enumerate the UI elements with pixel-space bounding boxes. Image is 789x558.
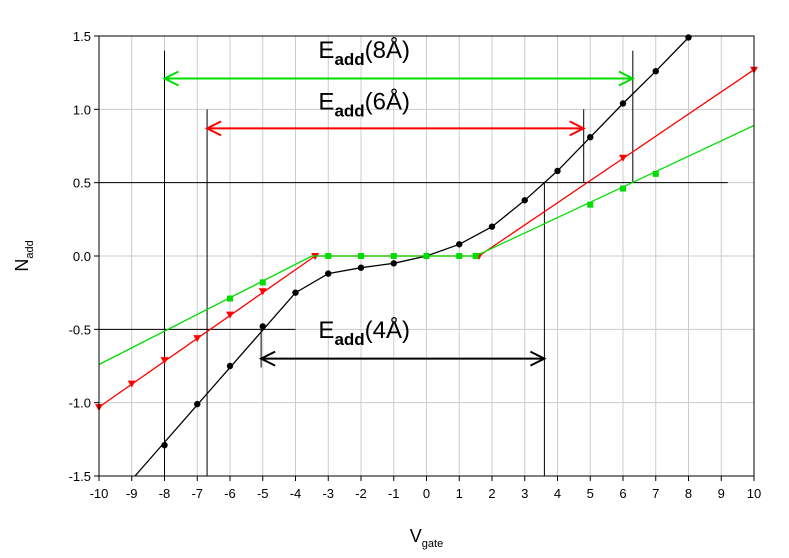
annotation-label-base: E: [318, 37, 334, 64]
x-tick-label: 4: [554, 486, 561, 501]
x-tick-label: 6: [619, 486, 626, 501]
y-tick-label: 1.5: [73, 29, 91, 44]
data-point: [488, 223, 496, 230]
arrow-head-right: [529, 350, 547, 367]
data-point: [652, 170, 659, 177]
x-tick-label: -7: [191, 486, 203, 501]
y-tick-label: -0.5: [69, 322, 91, 337]
x-tick-label: -4: [290, 486, 302, 501]
data-point: [587, 201, 594, 208]
x-axis-label: Vgate: [410, 526, 443, 550]
y-tick-label: 0.5: [73, 176, 91, 191]
data-point: [226, 362, 234, 370]
y-axis-label-base: N: [12, 259, 32, 272]
data-point: [227, 295, 233, 302]
x-tick-label: 5: [587, 486, 594, 501]
annotation-label-rest: (4Å): [365, 316, 410, 344]
y-tick-label: -1.0: [69, 396, 91, 411]
x-tick-label: 0: [423, 486, 430, 501]
y-tick-label: -1.5: [69, 469, 91, 484]
annotation-label-rest: (6Å): [365, 87, 410, 115]
tick-labels: -10 -9 -8 -7 -6 -5 -4 -3 -2 -1 0 1 2 3 4 5 6 7 8 9 10-1.5-1.…: [69, 29, 762, 501]
y-tick-label: 1.0: [73, 102, 91, 117]
data-point: [554, 167, 561, 175]
data-point: [652, 68, 659, 75]
data-point: [472, 253, 479, 259]
annotation-2: Eadd(4Å): [258, 316, 547, 367]
annotation-label: Eadd(4Å): [318, 316, 410, 349]
annotation-label-base: E: [318, 317, 334, 344]
x-axis-label-sub: gate: [422, 538, 443, 550]
data-point: [259, 279, 266, 286]
annotation-label: Eadd(8Å): [318, 36, 410, 69]
x-tick-label: 1: [456, 486, 463, 501]
reference-lines: [99, 50, 728, 476]
y-tick-label: 0.0: [73, 249, 91, 264]
x-tick-label: -6: [224, 486, 236, 501]
x-tick-label: 2: [488, 486, 495, 501]
data-point: [620, 185, 626, 192]
data-point: [423, 253, 430, 259]
x-tick-label: 9: [718, 486, 725, 501]
annotation-label-rest: (8Å): [365, 36, 410, 64]
arrow-head-right: [569, 120, 586, 137]
x-tick-label: -8: [159, 486, 171, 501]
annotation-0: Eadd(8Å): [162, 36, 636, 87]
data-point: [357, 264, 365, 271]
data-point: [259, 323, 266, 330]
data-point: [456, 253, 463, 259]
data-point: [127, 380, 136, 388]
data-point: [325, 253, 332, 259]
x-tick-label: 10: [747, 486, 761, 501]
y-axis-label: Nadd: [12, 240, 36, 271]
annotation-label-base: E: [318, 88, 334, 115]
arrow-head-left: [162, 70, 179, 87]
y-axis-label-sub: add: [24, 240, 36, 258]
series-0: [134, 34, 692, 477]
data-point: [390, 253, 397, 259]
data-point: [358, 253, 364, 259]
x-tick-label: 8: [685, 486, 692, 501]
x-tick-label: -5: [257, 486, 269, 501]
data-point: [619, 100, 627, 107]
data-point: [292, 289, 299, 296]
arrow-head-right: [618, 70, 636, 87]
data-point: [160, 357, 169, 365]
x-axis-label-base: V: [410, 526, 422, 546]
annotation-label-sub: add: [334, 50, 364, 69]
annotations: Eadd(8Å)Eadd(6Å)Eadd(4Å): [162, 36, 636, 367]
data-point: [521, 197, 528, 204]
data-point: [619, 154, 627, 162]
arrow-head-left: [204, 120, 222, 137]
data-point: [161, 442, 168, 449]
x-tick-label: -2: [355, 486, 367, 501]
data-point: [390, 260, 397, 267]
data-point: [194, 400, 201, 408]
x-tick-label: -9: [126, 486, 138, 501]
data-point: [587, 134, 594, 141]
x-tick-label: -1: [388, 486, 400, 501]
annotation-label: Eadd(6Å): [318, 87, 410, 120]
data-point: [226, 311, 234, 319]
series-2: [98, 124, 755, 366]
data-point: [685, 34, 692, 41]
x-tick-label: -10: [90, 486, 109, 501]
x-tick-label: 3: [521, 486, 528, 501]
annotation-label-sub: add: [334, 101, 364, 120]
annotation-label-sub: add: [334, 330, 364, 349]
annotation-1: Eadd(6Å): [204, 87, 586, 137]
data-point: [456, 241, 463, 248]
data-point: [325, 270, 332, 277]
arrow-head-left: [258, 350, 276, 367]
series-line: [134, 37, 689, 477]
data-point: [258, 288, 267, 296]
x-tick-label: -3: [322, 486, 334, 501]
data-point: [193, 335, 202, 343]
x-tick-label: 7: [652, 486, 659, 501]
